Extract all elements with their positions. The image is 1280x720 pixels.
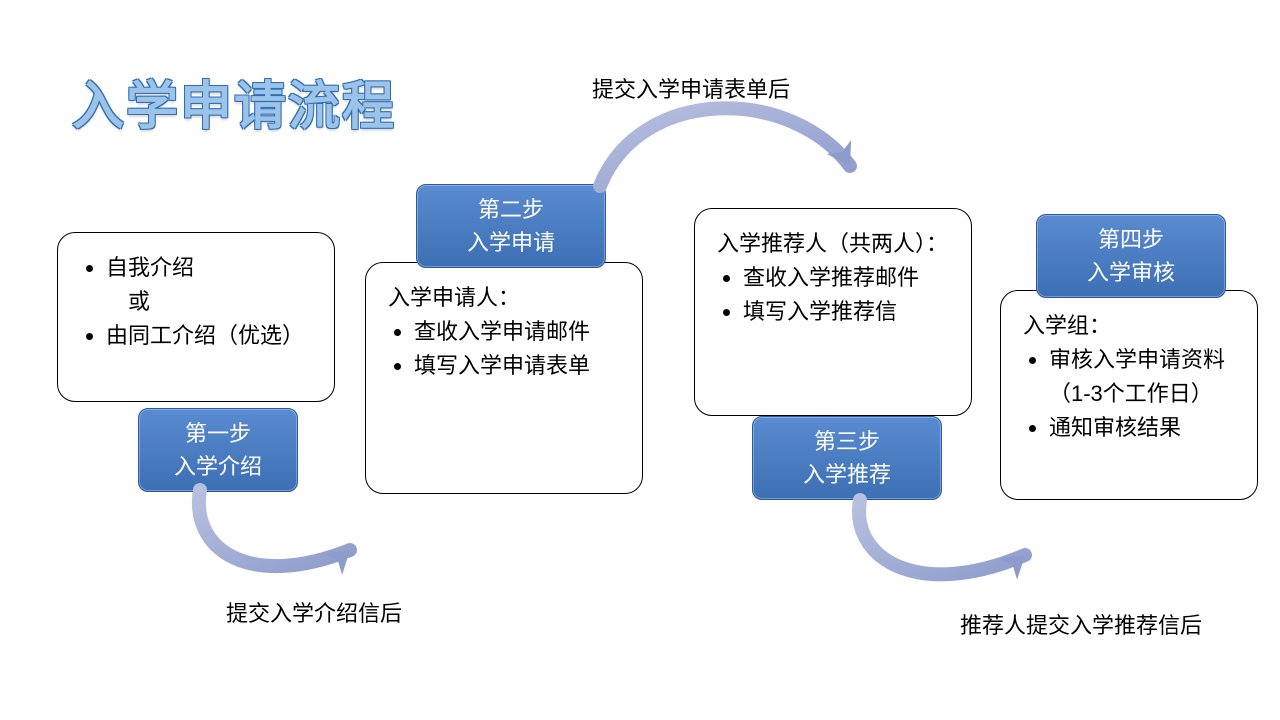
step2-list: 查收入学申请邮件填写入学申请表单 xyxy=(388,315,620,383)
step1-list: 自我介绍或由同工介绍（优选） xyxy=(80,251,312,353)
arrow-2 xyxy=(590,96,870,206)
step3-list: 查收入学推荐邮件填写入学推荐信 xyxy=(717,261,949,329)
list-item: 填写入学推荐信 xyxy=(743,295,949,329)
page-title: 入学申请流程 xyxy=(72,64,396,139)
list-item: 查收入学推荐邮件 xyxy=(743,261,949,295)
step4-heading: 入学组： xyxy=(1023,309,1235,343)
step2-badge: 第二步 入学申请 xyxy=(416,184,606,268)
step4-badge-line1: 第四步 xyxy=(1051,223,1211,256)
step3-badge-line1: 第三步 xyxy=(767,425,927,458)
list-item: 填写入学申请表单 xyxy=(414,349,620,383)
step3-badge: 第三步 入学推荐 xyxy=(752,416,942,500)
step3-card: 入学推荐人（共两人）： 查收入学推荐邮件填写入学推荐信 xyxy=(694,208,972,416)
arrow-2-label: 提交入学申请表单后 xyxy=(592,72,790,104)
list-item: 查收入学申请邮件 xyxy=(414,315,620,349)
step4-list: 审核入学申请资料（1-3个工作日）通知审核结果 xyxy=(1023,343,1235,445)
step4-card: 入学组： 审核入学申请资料（1-3个工作日）通知审核结果 xyxy=(1000,290,1258,500)
list-item: 或 xyxy=(128,285,312,319)
step1-badge-line1: 第一步 xyxy=(153,417,283,450)
step2-badge-line1: 第二步 xyxy=(431,193,591,226)
step2-heading: 入学申请人： xyxy=(388,281,620,315)
arrow-3-label: 推荐人提交入学推荐信后 xyxy=(960,608,1202,640)
step1-badge: 第一步 入学介绍 xyxy=(138,408,298,492)
step1-card: 自我介绍或由同工介绍（优选） xyxy=(57,232,335,402)
list-item: 通知审核结果 xyxy=(1049,411,1235,445)
step3-badge-line2: 入学推荐 xyxy=(767,458,927,491)
step4-badge-line2: 入学审核 xyxy=(1051,256,1211,289)
step1-badge-line2: 入学介绍 xyxy=(153,450,283,483)
arrow-1 xyxy=(170,490,380,600)
list-item: 自我介绍 xyxy=(106,251,312,285)
step3-heading: 入学推荐人（共两人）： xyxy=(717,227,949,261)
step2-card: 入学申请人： 查收入学申请邮件填写入学申请表单 xyxy=(365,262,643,494)
list-item: 由同工介绍（优选） xyxy=(106,319,312,353)
arrow-3 xyxy=(830,500,1050,610)
list-item: 审核入学申请资料（1-3个工作日） xyxy=(1049,343,1235,411)
step2-badge-line2: 入学申请 xyxy=(431,226,591,259)
step4-badge: 第四步 入学审核 xyxy=(1036,214,1226,298)
arrow-1-label: 提交入学介绍信后 xyxy=(226,596,402,628)
